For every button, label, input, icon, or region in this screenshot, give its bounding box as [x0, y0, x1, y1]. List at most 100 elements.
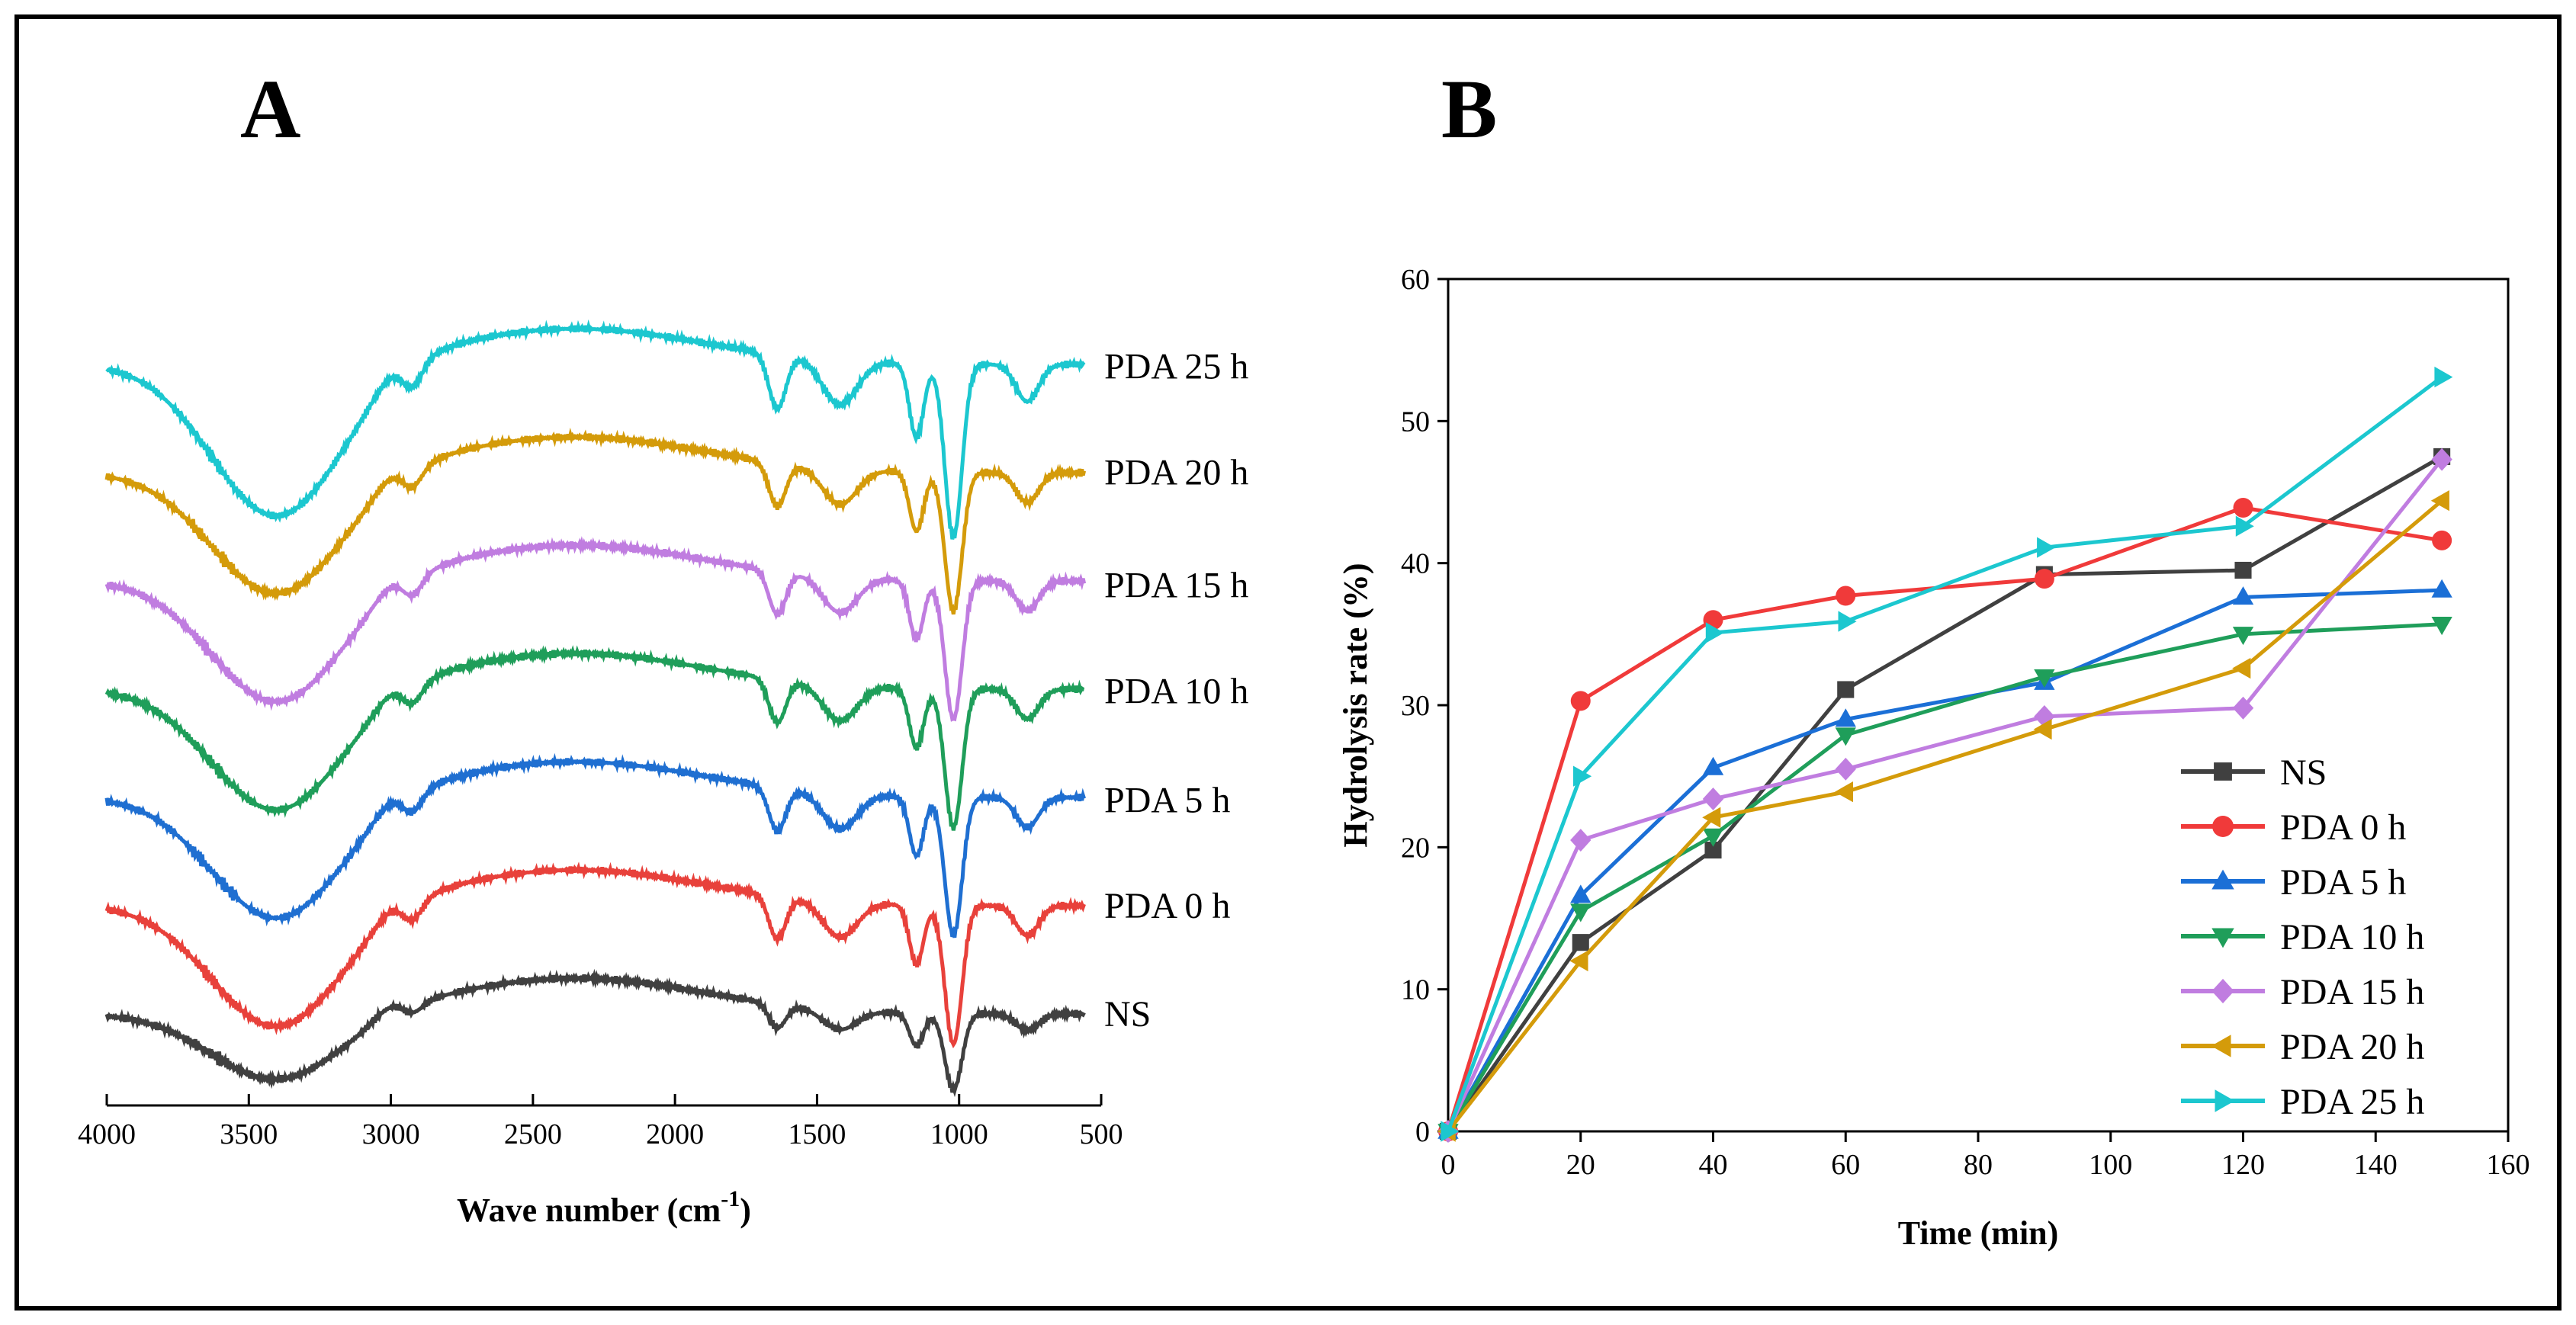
panel-b-x-tick-label: 0 — [1441, 1149, 1456, 1181]
panel-b-y-tick-label: 30 — [1401, 690, 1430, 722]
panel-a-x-tick-label: 2000 — [646, 1118, 704, 1150]
panel-a-series-label: PDA 10 h — [1104, 671, 1248, 711]
panel-b-data-point — [1570, 884, 1592, 903]
panel-b-y-tick-label: 20 — [1401, 832, 1430, 864]
panel-b-data-point — [1570, 903, 1592, 922]
panel-b-data-point — [2431, 579, 2452, 598]
panel-a-series-label: NS — [1104, 994, 1151, 1035]
panel-b-data-point — [2033, 719, 2052, 740]
legend-entry-label: PDA 0 h — [2280, 807, 2406, 848]
panel-b-hydrolysis-chart: B 0 20 40 60 80 100 120 140 160 0 10 20 30 40 50 60 Tim… — [1337, 63, 2530, 1252]
panel-b-y-axis-title: Hydrolysis rate (%) — [1337, 563, 1374, 847]
panel-b-data-point — [2232, 586, 2254, 605]
panel-a-series-group: NS PDA 0 h PDA 5 h PDA 10 h PDA 15 h PDA 20 h… — [104, 319, 1248, 1098]
panel-b-data-point — [2232, 627, 2254, 646]
panel-b-y-tick-label: 10 — [1401, 974, 1430, 1006]
panel-a-spectrum-line — [104, 536, 1087, 722]
panel-b-data-point — [1705, 622, 1724, 643]
panel-b-x-axis-title: Time (min) — [1898, 1214, 2059, 1252]
legend-marker — [2211, 928, 2234, 948]
panel-b-data-point — [1835, 727, 1856, 746]
legend-entry-label: PDA 5 h — [2280, 862, 2406, 903]
panel-b-data-point — [1837, 681, 1855, 698]
panel-a-spectrum-line — [104, 861, 1086, 1049]
panel-b-data-point — [1702, 788, 1724, 810]
panel-b-data-point — [1835, 757, 1856, 781]
panel-a-x-tick-label: 1500 — [788, 1118, 846, 1150]
panel-b-ticks: 0 20 40 60 80 100 120 140 160 0 10 20 30 40 50 60 — [1401, 264, 2530, 1181]
panel-b-data-point — [2235, 515, 2254, 537]
panel-a-spectrum-line — [104, 645, 1085, 831]
panel-b-data-point — [2233, 497, 2253, 518]
panel-b-data-point — [2430, 490, 2449, 512]
panel-a-spectrum-line — [104, 427, 1087, 615]
panel-b-x-tick-label: 160 — [2487, 1149, 2530, 1181]
panel-a-x-tick-label: 3000 — [362, 1118, 420, 1150]
legend-marker — [2211, 1035, 2231, 1057]
panel-b-data-point — [2434, 366, 2453, 388]
panel-a-series-label: PDA 5 h — [1104, 780, 1230, 820]
figure-frame — [14, 14, 2562, 1311]
legend-entry-label: PDA 15 h — [2280, 972, 2424, 1012]
panel-a-series-label: PDA 0 h — [1104, 886, 1230, 926]
panel-b-y-tick-label: 0 — [1415, 1116, 1430, 1148]
legend-entry-label: PDA 25 h — [2280, 1082, 2424, 1122]
panel-a-x-tick-label: 3500 — [220, 1118, 278, 1150]
panel-b-data-point — [1570, 829, 1592, 852]
panel-b-x-tick-label: 80 — [1964, 1149, 1993, 1181]
panel-b-data-point — [1835, 708, 1856, 727]
panel-a-spectrum-line — [104, 752, 1086, 938]
panel-b-data-point — [2234, 561, 2252, 579]
panel-b-data-point — [1704, 842, 1722, 859]
panel-b-series-group — [1437, 366, 2453, 1143]
panel-b-y-tick-label: 50 — [1401, 406, 1430, 438]
panel-b-data-point — [1573, 765, 1592, 787]
panel-b-x-tick-label: 20 — [1566, 1149, 1595, 1181]
panel-b-data-point — [2232, 696, 2254, 720]
panel-b-x-tick-label: 120 — [2221, 1149, 2265, 1181]
legend-entry-label: NS — [2280, 752, 2327, 793]
panel-b-data-point — [2432, 530, 2452, 550]
legend-marker — [2214, 762, 2232, 781]
panel-b-x-tick-label: 100 — [2089, 1149, 2132, 1181]
panel-b-x-tick-label: 140 — [2354, 1149, 2398, 1181]
panel-b-data-point — [1702, 828, 1724, 847]
panel-a-spectrum-line — [104, 968, 1086, 1098]
panel-a-x-tick-label: 500 — [1080, 1118, 1123, 1150]
panel-b-data-point — [1702, 807, 1721, 828]
panel-a-x-ticks: 4000 3500 3000 2500 2000 1500 1000 500 — [78, 1094, 1123, 1150]
panel-b-data-point — [2431, 448, 2452, 471]
panel-b-data-point — [1441, 1121, 1460, 1142]
panel-b-data-point — [2431, 617, 2452, 636]
legend-marker — [2211, 869, 2234, 890]
panel-b-data-point — [1834, 781, 1853, 803]
panel-b-data-point — [1836, 586, 1856, 606]
panel-b-data-point — [1702, 756, 1724, 775]
panel-a-series-label: PDA 25 h — [1104, 347, 1248, 387]
panel-a-series-label: PDA 20 h — [1104, 453, 1248, 493]
legend-marker — [2211, 978, 2234, 1004]
panel-a-x-tick-label: 4000 — [78, 1118, 136, 1150]
panel-b-data-point — [1838, 611, 1857, 632]
legend-entry-label: PDA 10 h — [2280, 917, 2424, 958]
panel-b-y-tick-label: 60 — [1401, 264, 1430, 296]
panel-b-label: B — [1441, 63, 1497, 156]
panel-b-data-point — [2034, 669, 2055, 688]
panel-a-ftir-chart: A NS PDA 0 h PDA 5 h PDA 10 h PDA 15 h PDA 20… — [78, 63, 1248, 1229]
panel-b-data-point — [1570, 691, 1591, 711]
panel-b-data-point — [1572, 934, 1589, 951]
legend-entry-label: PDA 20 h — [2280, 1027, 2424, 1067]
panel-a-spectrum-line — [105, 319, 1086, 540]
panel-b-x-tick-label: 40 — [1699, 1149, 1728, 1181]
panel-b-x-tick-label: 60 — [1831, 1149, 1860, 1181]
panel-b-legend: NS PDA 0 h PDA 5 h PDA 10 h PDA 15 h PDA 20 h… — [2181, 752, 2424, 1122]
panel-a-x-tick-label: 2500 — [504, 1118, 562, 1150]
panel-a-label: A — [240, 63, 300, 156]
panel-b-data-point — [2232, 657, 2251, 679]
legend-marker — [2212, 816, 2234, 837]
panel-b-y-tick-label: 40 — [1401, 548, 1430, 580]
panel-a-x-axis-title: Wave number (cm-1) — [457, 1186, 751, 1229]
panel-a-series-label: PDA 15 h — [1104, 565, 1248, 605]
panel-a-x-tick-label: 1000 — [930, 1118, 988, 1150]
